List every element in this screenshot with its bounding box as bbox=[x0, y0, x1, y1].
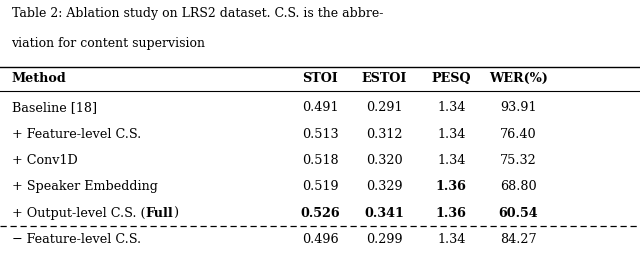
Text: 0.518: 0.518 bbox=[301, 154, 339, 167]
Text: Baseline [18]: Baseline [18] bbox=[12, 101, 97, 114]
Text: + Speaker Embedding: + Speaker Embedding bbox=[12, 180, 157, 193]
Text: 1.34: 1.34 bbox=[437, 101, 465, 114]
Text: Full: Full bbox=[145, 207, 173, 219]
Text: 0.513: 0.513 bbox=[301, 128, 339, 141]
Text: + Output-level C.S. (: + Output-level C.S. ( bbox=[12, 207, 145, 219]
Text: 1.36: 1.36 bbox=[436, 180, 467, 193]
Text: 0.329: 0.329 bbox=[365, 180, 403, 193]
Text: 1.34: 1.34 bbox=[437, 154, 465, 167]
Text: ESTOI: ESTOI bbox=[362, 72, 406, 85]
Text: WER(%): WER(%) bbox=[489, 72, 548, 85]
Text: + Conv1D: + Conv1D bbox=[12, 154, 77, 167]
Text: 1.34: 1.34 bbox=[437, 128, 465, 141]
Text: viation for content supervision: viation for content supervision bbox=[12, 37, 205, 50]
Text: ): ) bbox=[173, 207, 178, 219]
Text: 84.27: 84.27 bbox=[500, 233, 537, 246]
Text: Method: Method bbox=[12, 72, 67, 85]
Text: Table 2: Ablation study on LRS2 dataset. C.S. is the abbre-: Table 2: Ablation study on LRS2 dataset.… bbox=[12, 7, 383, 20]
Text: − Feature-level C.S.: − Feature-level C.S. bbox=[12, 233, 141, 246]
Text: 0.519: 0.519 bbox=[301, 180, 339, 193]
Text: 0.341: 0.341 bbox=[364, 207, 404, 219]
Text: 1.36: 1.36 bbox=[436, 207, 467, 219]
Text: 0.526: 0.526 bbox=[300, 207, 340, 219]
Text: 0.320: 0.320 bbox=[365, 154, 403, 167]
Text: 1.34: 1.34 bbox=[437, 233, 465, 246]
Text: 0.491: 0.491 bbox=[301, 101, 339, 114]
Text: + Feature-level C.S.: + Feature-level C.S. bbox=[12, 128, 141, 141]
Text: 75.32: 75.32 bbox=[500, 154, 537, 167]
Text: 0.496: 0.496 bbox=[301, 233, 339, 246]
Text: 60.54: 60.54 bbox=[499, 207, 538, 219]
Text: 0.312: 0.312 bbox=[365, 128, 403, 141]
Text: 68.80: 68.80 bbox=[500, 180, 537, 193]
Text: 76.40: 76.40 bbox=[500, 128, 537, 141]
Text: STOI: STOI bbox=[302, 72, 338, 85]
Text: PESQ: PESQ bbox=[431, 72, 471, 85]
Text: 93.91: 93.91 bbox=[500, 101, 537, 114]
Text: 0.299: 0.299 bbox=[365, 233, 403, 246]
Text: 0.291: 0.291 bbox=[365, 101, 403, 114]
